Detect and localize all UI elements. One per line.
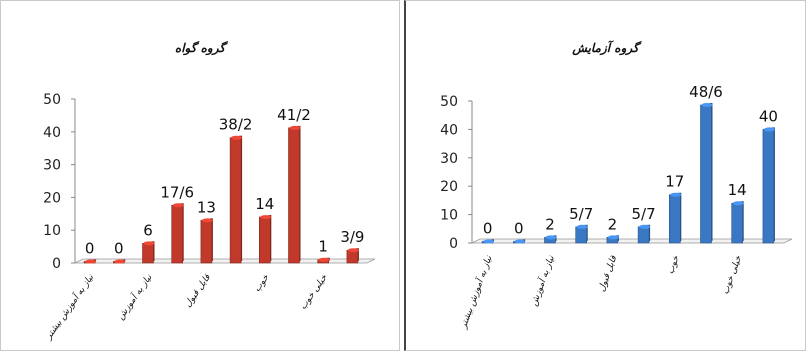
x-tick-label: خوب — [666, 254, 682, 275]
bar — [288, 127, 300, 264]
data-label: 2 — [608, 215, 618, 233]
data-label: 0 — [85, 240, 95, 258]
data-label: 13 — [197, 198, 216, 216]
bar-top — [114, 259, 126, 264]
data-label: 40 — [759, 107, 778, 125]
bar — [171, 204, 183, 264]
y-tick-label: 40 — [440, 122, 458, 138]
y-tick-label: 30 — [440, 151, 458, 167]
data-label: 17/6 — [160, 183, 194, 201]
bar-top — [576, 224, 588, 229]
x-tick-label: خوب — [252, 273, 271, 294]
bar-top — [85, 259, 97, 264]
data-label: 0 — [514, 220, 524, 238]
x-tick-label: نیاز به آموزش — [114, 271, 154, 321]
chart-title: گروه آزمایش — [572, 41, 639, 55]
bar-top — [514, 239, 526, 244]
data-label: 48/6 — [689, 83, 723, 101]
data-label: 38/2 — [219, 116, 253, 134]
bar-top — [670, 192, 682, 197]
x-tick-label: نیاز به آموزش بیشتر — [42, 271, 97, 342]
data-label: 5/7 — [632, 205, 656, 223]
y-tick-label: 10 — [43, 223, 61, 239]
data-label: 6 — [143, 221, 153, 239]
bar-top — [289, 125, 301, 130]
bar-top — [607, 235, 619, 240]
chart-panel-control: گروه گواه 0 10 20 30 40 50 0 0 6 17/6 13 38/2 14 41/2… — [0, 0, 400, 351]
x-tick-label: قابل قبول — [183, 272, 213, 309]
y-tick-label: 20 — [440, 179, 458, 195]
x-tick-label: نیاز به آموزش — [528, 253, 557, 307]
data-label: 3/9 — [340, 228, 364, 246]
x-tick-label: خیلی خوب — [298, 273, 330, 312]
x-tick-label: خیلی خوب — [721, 254, 744, 296]
y-tick-label: 0 — [52, 256, 61, 272]
bar-top — [172, 203, 184, 208]
bar-top — [318, 257, 330, 262]
data-label: 41/2 — [277, 106, 311, 124]
bar — [229, 137, 242, 264]
bar-top — [231, 135, 243, 140]
data-label: 14 — [255, 195, 274, 213]
bar — [668, 194, 681, 244]
bar — [762, 129, 775, 244]
bar — [142, 243, 154, 264]
chart-panel-experiment: گروه آزمایش 0 10 20 30 40 50 0 0 2 5/7 2 5/7 17 48/6 1… — [404, 0, 806, 351]
bar-top — [545, 235, 557, 240]
y-tick-label: 40 — [43, 125, 61, 141]
bar-top — [143, 241, 155, 246]
bar — [637, 226, 650, 244]
bar — [731, 202, 744, 244]
bar-top — [347, 248, 359, 253]
bar — [575, 226, 587, 244]
y-tick-label: 50 — [440, 94, 458, 110]
chart-title: گروه گواه — [174, 41, 226, 55]
x-tick-label: قابل قبول — [597, 254, 619, 293]
data-label: 0 — [483, 220, 493, 238]
data-label: 5/7 — [569, 205, 593, 223]
y-tick-label: 10 — [440, 208, 458, 224]
data-label: 17 — [665, 173, 684, 191]
data-label: 14 — [728, 181, 747, 199]
bar — [700, 104, 712, 244]
y-tick-label: 0 — [449, 236, 458, 252]
y-tick-label: 30 — [43, 158, 61, 174]
bar-top — [201, 218, 213, 223]
bar — [200, 220, 213, 264]
bar-chart-experiment: 0 10 20 30 40 50 0 0 2 5/7 2 5/7 17 48/6 14 40 نیاز به آ… — [440, 83, 793, 331]
bar-chart-control: 0 10 20 30 40 50 0 0 6 17/613 38/2 14 41/2 1 3/9 نیاز ب… — [42, 92, 376, 342]
bar-top — [483, 239, 495, 244]
data-label: 1 — [318, 238, 328, 256]
y-tick-label: 20 — [43, 190, 61, 206]
bar-top — [763, 127, 775, 132]
bar-top — [639, 224, 651, 229]
bar — [258, 216, 271, 264]
data-label: 2 — [545, 215, 555, 233]
y-tick-label: 50 — [43, 92, 61, 108]
data-label: 0 — [114, 240, 124, 258]
bar-top — [701, 102, 713, 107]
bar-top — [732, 201, 744, 206]
bar-top — [260, 215, 272, 220]
x-tick-label: نیاز به آموزش بیشتر — [457, 253, 495, 330]
